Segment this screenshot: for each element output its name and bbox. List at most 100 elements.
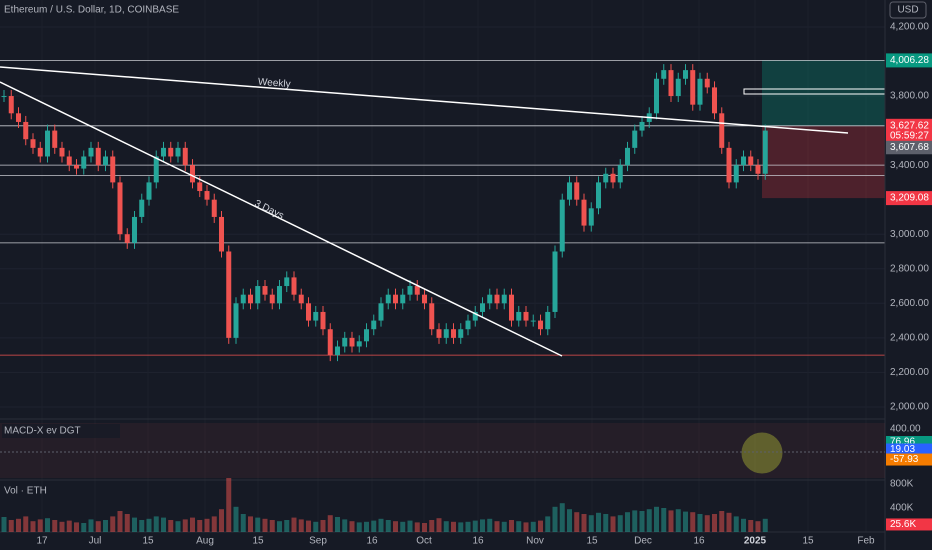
price-badge	[886, 140, 932, 155]
price-tick-label: 2,400.00	[890, 332, 929, 343]
candle	[190, 165, 195, 183]
candle	[240, 294, 246, 304]
volume-bar	[313, 521, 319, 532]
date-label: 16	[693, 536, 705, 547]
candle	[255, 286, 261, 304]
candle	[356, 341, 362, 347]
volume-bar	[407, 520, 413, 532]
volume-bar	[124, 514, 130, 532]
candle	[211, 199, 217, 217]
candle	[668, 70, 674, 97]
candle	[233, 303, 239, 338]
currency[interactable]: USD	[897, 5, 918, 16]
volume-bar	[668, 510, 674, 532]
candle	[480, 303, 485, 312]
date-label: 15	[252, 536, 264, 547]
highlight-circle	[741, 432, 783, 474]
date-label: Dec	[634, 536, 652, 547]
candle	[226, 251, 232, 338]
candle	[712, 87, 717, 114]
candle	[465, 320, 471, 330]
volume-bar	[465, 521, 471, 532]
volume-bar	[400, 521, 406, 532]
volume-bar	[625, 512, 630, 532]
candle	[335, 346, 340, 356]
candle	[269, 294, 275, 304]
volume-bar	[161, 517, 166, 532]
symbol-title: Ethereum / U.S. Dollar, 1D, COINBASE	[4, 5, 179, 16]
date-label: Sep	[309, 536, 327, 547]
candle	[639, 121, 645, 131]
currency-button[interactable]	[889, 1, 927, 19]
candle	[168, 147, 174, 157]
macd-badge	[886, 443, 932, 456]
volume-bar	[538, 520, 543, 532]
volume-bar	[712, 514, 717, 532]
price-badge-label: 3,209.08	[890, 193, 929, 204]
volume-bar	[654, 506, 659, 532]
candle	[219, 216, 224, 252]
candle	[95, 147, 101, 166]
candle	[625, 147, 630, 166]
volume-bar	[262, 518, 268, 532]
candle	[487, 294, 493, 304]
date-label: 2025	[744, 536, 767, 547]
volume-bar	[81, 523, 87, 532]
volume-tick-label: 800K	[890, 479, 914, 490]
candle	[407, 286, 413, 295]
macd-value: 76.96	[890, 437, 915, 448]
candle	[37, 147, 43, 157]
candle	[494, 294, 500, 304]
volume-bar	[175, 521, 181, 532]
volume-bar	[610, 516, 616, 532]
date-label: Oct	[416, 536, 432, 547]
candle	[617, 165, 623, 183]
candle	[284, 277, 290, 287]
volume-bar	[436, 518, 442, 532]
volume-bar	[472, 520, 478, 532]
volume-bar	[1, 517, 7, 532]
volume-bar	[197, 520, 203, 532]
price-badge-label: 3,627.62	[890, 120, 929, 131]
candle	[516, 311, 522, 321]
price-badge-label: 4,006.28	[890, 55, 929, 66]
date-label: Aug	[196, 536, 214, 547]
volume-bar	[52, 520, 58, 532]
candle	[66, 156, 72, 166]
date-label: Nov	[526, 536, 544, 547]
volume-bar	[371, 520, 377, 532]
candle	[124, 234, 130, 243]
candle	[103, 156, 108, 166]
candle	[371, 320, 377, 330]
macd-value: -57.93	[890, 454, 919, 465]
candle	[726, 147, 732, 183]
volume-bar	[168, 520, 174, 532]
candle	[306, 303, 311, 321]
candle	[327, 329, 333, 356]
volume-bar	[269, 520, 275, 532]
candle	[596, 182, 601, 209]
volume-bar	[632, 510, 638, 532]
price-tick-label: 4,200.00	[890, 22, 929, 33]
candle	[632, 130, 638, 148]
candle	[132, 216, 137, 243]
candle	[458, 329, 464, 338]
date-label: 16	[472, 536, 484, 547]
candle	[153, 156, 159, 183]
volume-bar	[378, 518, 384, 532]
candle	[733, 165, 739, 183]
volume-bar	[30, 521, 36, 532]
volume-bar	[219, 509, 224, 532]
volume-bar	[59, 521, 65, 532]
volume-bar	[146, 518, 152, 532]
volume-bar	[523, 522, 529, 532]
volume-bar	[103, 520, 108, 532]
candle	[146, 182, 152, 200]
candle	[545, 311, 551, 330]
volume-bar	[37, 519, 43, 532]
volume-bar	[284, 520, 290, 532]
volume-bar	[66, 520, 72, 532]
candle	[204, 191, 210, 200]
volume-bar	[690, 512, 696, 532]
